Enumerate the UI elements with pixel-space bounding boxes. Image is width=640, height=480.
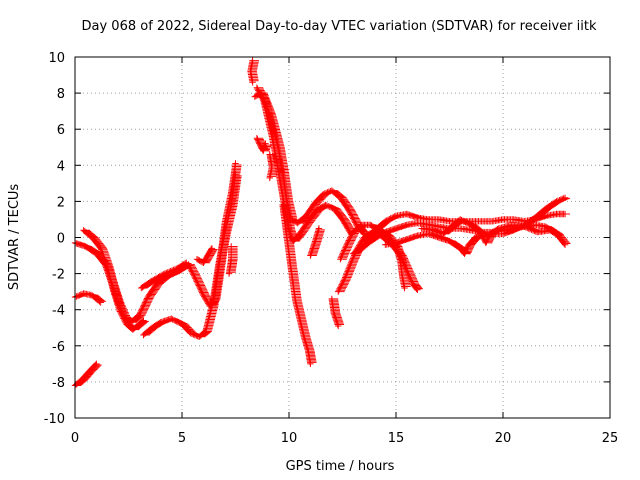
data-point-markers (71, 360, 102, 389)
gridlines (75, 57, 610, 418)
x-tick-label: 5 (178, 431, 186, 446)
y-tick-label: 8 (57, 87, 65, 102)
x-tick-label: 0 (71, 431, 79, 446)
data-point-markers (225, 243, 238, 277)
series-5 (140, 171, 242, 340)
data-point-markers (253, 135, 272, 155)
series-12 (253, 135, 272, 155)
data-points (71, 57, 571, 389)
series-22 (418, 216, 564, 247)
y-tick-label: -8 (52, 376, 65, 391)
y-tick-label: -6 (52, 340, 65, 355)
series-4 (71, 360, 102, 389)
x-axis-label: GPS time / hours (286, 459, 395, 474)
data-point-markers (307, 225, 325, 259)
data-point-markers (279, 201, 317, 368)
series-16 (328, 295, 345, 330)
data-point-markers (418, 216, 564, 247)
y-tick-label: 2 (57, 195, 65, 210)
data-point-markers (247, 57, 259, 86)
data-point-markers (266, 151, 279, 182)
data-point-markers (71, 290, 106, 306)
series-7 (193, 245, 218, 266)
x-tick-label: 15 (388, 431, 405, 446)
series-6 (138, 259, 192, 292)
series-15 (307, 225, 325, 259)
series-2 (80, 227, 149, 333)
series-13 (266, 151, 279, 182)
series-8 (225, 243, 238, 277)
axis-ticks: 0 5 10 15 20 25 -10 -8 -6 -4 -2 0 2 4 6 8 10 (44, 51, 619, 446)
y-tick-label: 6 (57, 123, 65, 138)
y-tick-label: -2 (52, 268, 65, 283)
y-axis-label: SDTVAR / TECUs (7, 184, 22, 291)
y-tick-label: 10 (48, 51, 65, 66)
data-point-markers (140, 171, 242, 340)
data-point-markers (328, 295, 345, 330)
series-9 (247, 57, 259, 86)
data-point-markers (193, 245, 218, 266)
data-point-markers (80, 227, 149, 333)
y-tick-label: -4 (52, 304, 65, 319)
plot-frame (74, 56, 611, 419)
x-tick-label: 25 (602, 431, 619, 446)
data-point-markers (138, 259, 192, 292)
y-tick-label: 4 (57, 159, 65, 174)
y-tick-label: -10 (44, 412, 65, 427)
y-tick-label: 0 (57, 232, 65, 247)
chart-title: Day 068 of 2022, Sidereal Day-to-day VTE… (82, 19, 597, 34)
series-14 (279, 201, 317, 368)
x-tick-label: 10 (281, 431, 298, 446)
x-tick-label: 20 (495, 431, 512, 446)
series-3 (71, 290, 106, 306)
